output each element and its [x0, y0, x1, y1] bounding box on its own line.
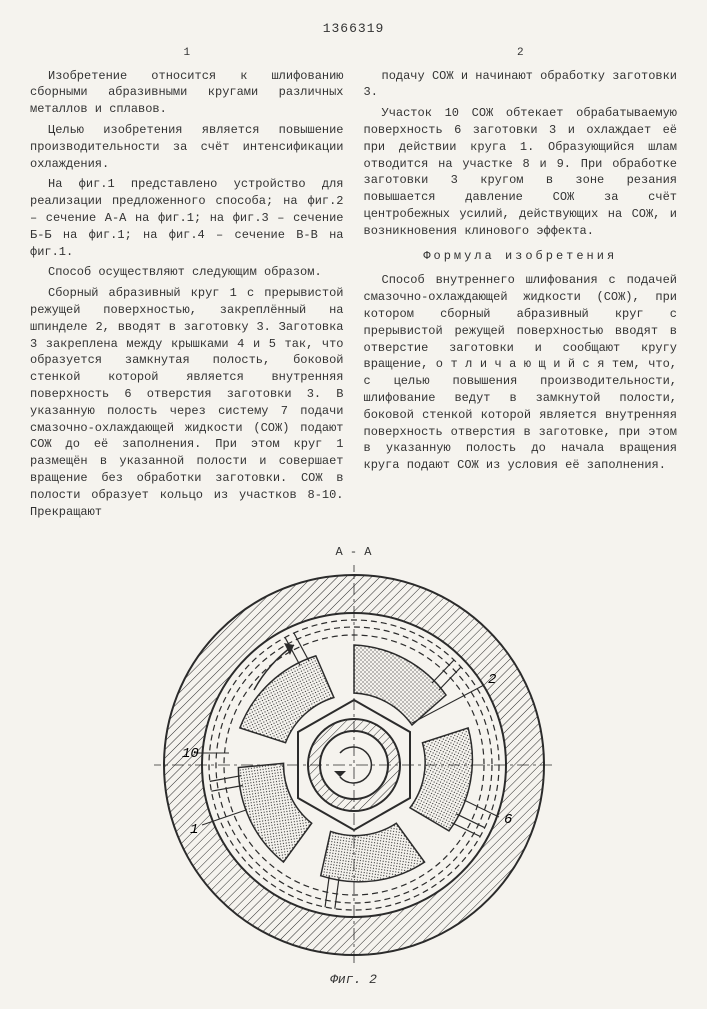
formula-heading: Формула изобретения — [364, 248, 678, 265]
callout-1: 1 — [190, 822, 198, 838]
section-label: А - А — [30, 544, 677, 561]
claim-text: Способ внутреннего шлифования с подачей … — [364, 272, 678, 474]
column-1: 1 Изобретение относится к шлифованию сбо… — [30, 46, 344, 524]
col2-number: 2 — [364, 46, 678, 61]
para: Целью изобретения является повышение про… — [30, 122, 344, 172]
para: Способ осуществляют следующим образом. — [30, 264, 344, 281]
para: подачу СОЖ и начинают обработку заготовк… — [364, 68, 678, 102]
figure-2: А - А — [30, 544, 677, 989]
column-2: 2 подачу СОЖ и начинают обработку загото… — [364, 46, 678, 524]
para: Участок 10 СОЖ обтекает обрабатываемую п… — [364, 105, 678, 239]
col1-number: 1 — [30, 46, 344, 61]
para: Сборный абразивный круг 1 с прерывистой … — [30, 285, 344, 520]
text-columns: 1 Изобретение относится к шлифованию сбо… — [30, 46, 677, 524]
callout-2: 2 — [488, 672, 496, 688]
cross-section-diagram: 10 1 2 6 — [154, 565, 554, 965]
callout-6: 6 — [504, 812, 512, 828]
callout-10: 10 — [182, 746, 199, 762]
doc-number: 1366319 — [30, 20, 677, 38]
figure-caption: Фиг. 2 — [30, 971, 677, 989]
para: На фиг.1 представлено устройство для реа… — [30, 176, 344, 260]
para: Изобретение относится к шлифованию сборн… — [30, 68, 344, 118]
